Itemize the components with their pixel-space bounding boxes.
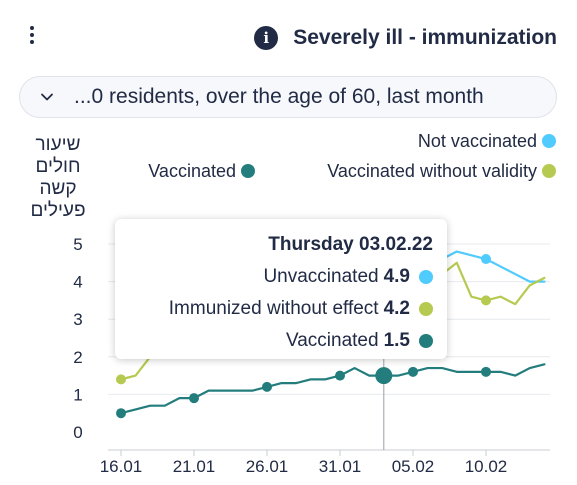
- y-axis-label: חולים: [36, 156, 81, 177]
- y-tick-label: 0: [73, 423, 82, 442]
- data-point: [481, 295, 491, 306]
- y-tick-label: 5: [73, 235, 82, 254]
- data-point: [116, 408, 126, 419]
- tooltip-value: 1.5: [383, 330, 410, 351]
- tooltip-row-immunized-without-effect: Immunized without effect 4.2: [125, 293, 433, 325]
- kebab-menu-icon[interactable]: [22, 26, 42, 50]
- data-point: [189, 393, 199, 404]
- tooltip-row-unvaccinated: Unvaccinated 4.9: [125, 261, 433, 293]
- tooltip-label: Unvaccinated: [263, 266, 379, 287]
- filter-label: ...0 residents, over the age of 60, last…: [74, 85, 484, 108]
- y-tick-label: 1: [73, 385, 82, 404]
- data-point: [262, 381, 272, 392]
- legend-dot-icon: [241, 164, 255, 178]
- y-tick-label: 2: [73, 348, 82, 367]
- y-tick-label: 3: [73, 310, 82, 329]
- tooltip-value: 4.2: [383, 298, 410, 319]
- chart-tooltip: Thursday 03.02.22 Unvaccinated 4.9 Immun…: [115, 219, 447, 359]
- tooltip-dot-icon: [419, 302, 433, 316]
- data-point: [481, 254, 491, 265]
- y-tick-label: 4: [73, 273, 82, 292]
- x-tick-label: 10.02: [465, 457, 508, 476]
- y-axis-label: קשה: [39, 178, 76, 199]
- data-point: [481, 366, 491, 377]
- data-point: [408, 366, 418, 377]
- title-area: i Severely ill - immunization: [254, 26, 557, 50]
- x-tick-label: 05.02: [392, 457, 435, 476]
- page-title: Severely ill - immunization: [293, 26, 557, 49]
- legend-entry: Not vaccinated: [418, 131, 537, 151]
- legend-dot-icon: [542, 164, 556, 178]
- x-tick-label: 31.01: [319, 457, 362, 476]
- data-point: [335, 370, 345, 381]
- info-icon[interactable]: i: [254, 26, 279, 50]
- highlight-point: [375, 367, 393, 385]
- x-tick-label: 21.01: [173, 457, 216, 476]
- y-axis-label: שיעור: [36, 134, 81, 155]
- tooltip-row-vaccinated: Vaccinated 1.5: [125, 325, 433, 357]
- data-point: [116, 374, 126, 385]
- tooltip-dot-icon: [419, 270, 433, 284]
- tooltip-dot-icon: [419, 334, 433, 348]
- legend-entry: Vaccinated without validity: [327, 161, 537, 181]
- x-tick-label: 16.01: [100, 457, 143, 476]
- x-tick-label: 26.01: [246, 457, 289, 476]
- tooltip-label: Immunized without effect: [168, 298, 379, 319]
- tooltip-value: 4.9: [383, 266, 410, 287]
- series-line: [119, 355, 152, 381]
- widget-header: i Severely ill - immunization: [0, 0, 577, 76]
- chevron-down-icon: [41, 93, 53, 101]
- tooltip-date: Thursday 03.02.22: [268, 234, 433, 255]
- legend-dot-icon: [542, 134, 556, 148]
- series-line: [119, 363, 546, 415]
- legend-entry: Vaccinated: [148, 161, 236, 181]
- tooltip-label: Vaccinated: [285, 330, 379, 351]
- y-axis-label: פעילים: [30, 200, 85, 221]
- population-filter-dropdown[interactable]: ...0 residents, over the age of 60, last…: [19, 76, 557, 118]
